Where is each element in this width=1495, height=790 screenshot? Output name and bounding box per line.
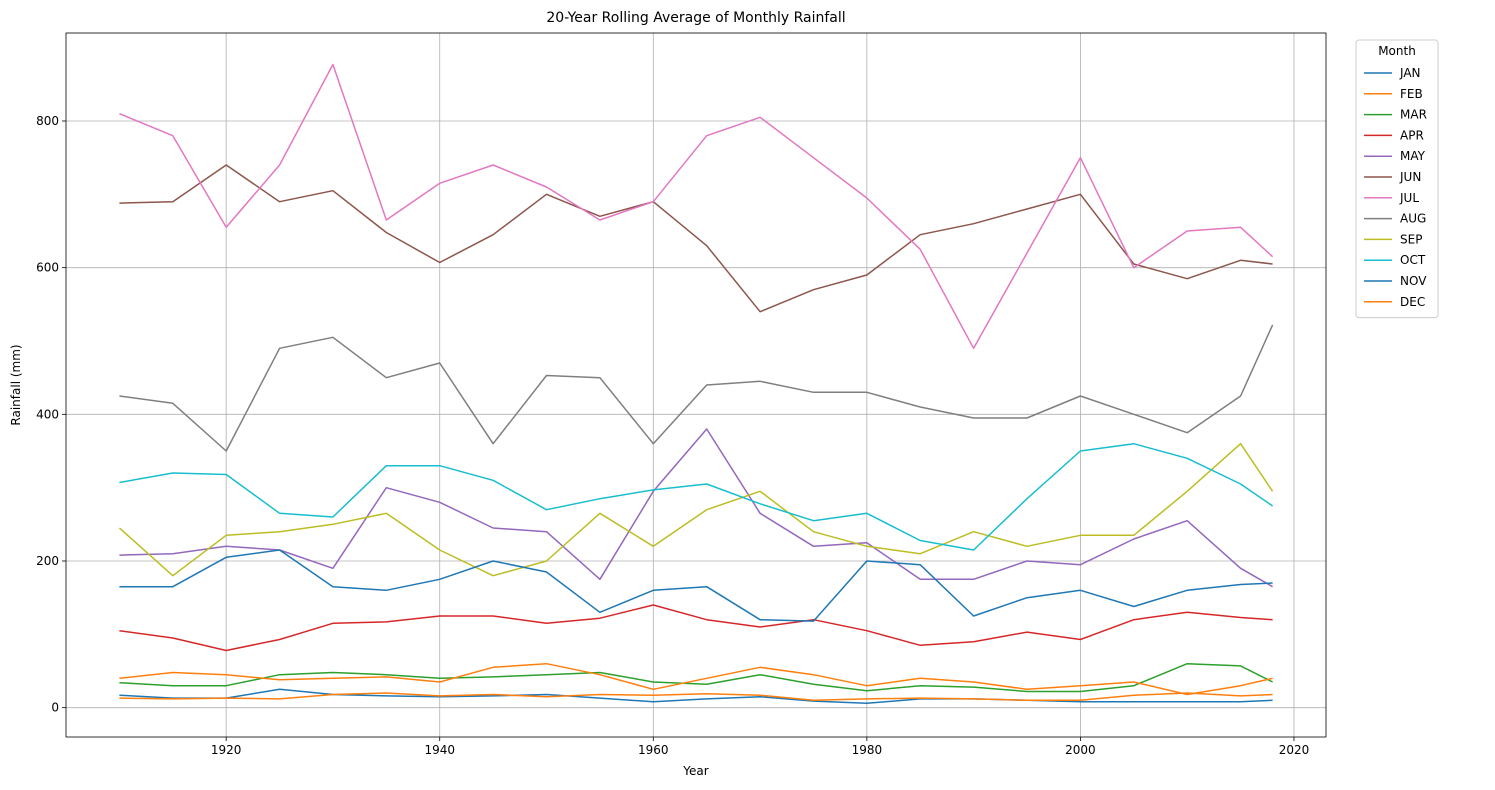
plot-frame [65,32,1327,738]
legend-label-jan: JAN [1399,66,1421,80]
y-tick-label: 200 [36,554,59,568]
series-line-sep [118,442,1274,577]
x-tick-label: 1960 [638,743,669,757]
legend-label-jul: JUL [1399,191,1419,205]
legend-label-may: MAY [1400,149,1426,163]
legend-label-oct: OCT [1400,253,1426,267]
series-line-jan [119,688,1273,705]
x-tick-label: 2020 [1279,743,1310,757]
x-tick-label: 1920 [211,743,242,757]
series-line-jul [119,63,1274,350]
y-tick-label: 0 [51,701,59,715]
x-axis: 1920 1940 1960 1980 2000 2020 [211,737,1309,757]
x-tick-label: 2000 [1065,743,1096,757]
series-lines [118,63,1274,705]
legend-label-dec: DEC [1400,295,1425,309]
x-tick-label: 1940 [424,743,455,757]
legend-label-feb: FEB [1400,87,1423,101]
legend-label-jun: JUN [1399,170,1421,184]
series-line-feb [119,692,1273,702]
grid [66,33,1326,737]
series-line-oct [119,442,1274,551]
y-axis-label: Rainfall (mm) [9,344,23,425]
x-axis-label: Year [682,764,708,778]
legend-label-aug: AUG [1400,212,1426,226]
legend-label-apr: APR [1400,128,1424,142]
legend-label-sep: SEP [1400,232,1422,246]
legend-title: Month [1378,44,1416,58]
series-line-aug [119,324,1274,452]
chart-title: 20-Year Rolling Average of Monthly Rainf… [546,10,845,26]
y-tick-label: 600 [36,261,59,275]
y-axis: 0 200 400 600 800 [36,114,66,715]
y-tick-label: 400 [36,407,59,421]
legend-label-nov: NOV [1400,274,1427,288]
legend-items: JAN FEB MAR APR MAY JUN JUL AUG SEP OCT NOV DEC [1364,66,1427,309]
series-line-dec [119,662,1273,696]
series-line-mar [119,662,1273,693]
series-line-may [119,428,1273,588]
y-tick-label: 800 [36,114,59,128]
x-tick-label: 1980 [852,743,883,757]
legend-box [1355,39,1439,319]
series-line-jun [119,164,1273,313]
series-line-nov [119,549,1273,622]
legend: Month JAN FEB MAR APR MAY JUN JUL AUG SEP OCT NOV D… [1355,39,1439,319]
legend-label-mar: MAR [1400,108,1427,122]
series-line-apr [119,604,1273,652]
